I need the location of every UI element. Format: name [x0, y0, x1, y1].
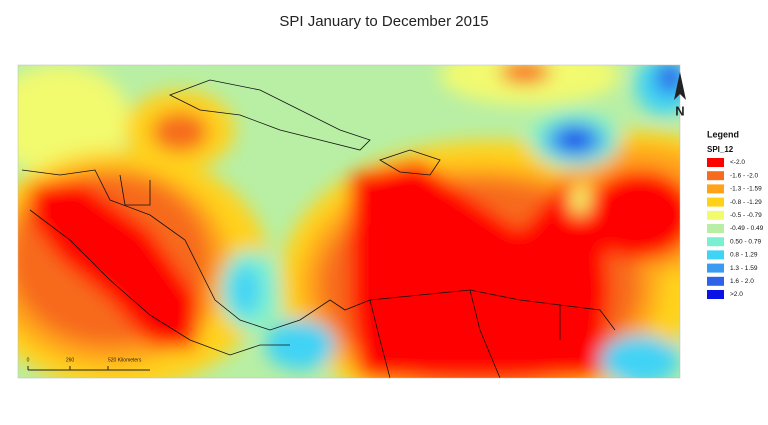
legend-swatch [707, 171, 724, 181]
scale-bar: 0 260 520 Kilometers [27, 357, 150, 371]
legend-label: >2.0 [730, 291, 743, 298]
legend-label: <-2.0 [730, 159, 745, 166]
legend-label: -0.49 - 0.49 [730, 225, 764, 232]
coastlines [21, 79, 616, 378]
zone [152, 112, 208, 152]
north-label: N [675, 103, 684, 118]
zone [230, 265, 260, 315]
zone [585, 170, 680, 260]
legend-label: 1.3 - 1.59 [730, 265, 758, 272]
zone [561, 131, 589, 149]
legend-swatch [707, 237, 724, 247]
legend-swatch [707, 250, 724, 260]
legend-title: Legend [707, 129, 739, 139]
legend-swatch [707, 290, 724, 299]
legend-label: 0.50 - 0.79 [730, 238, 761, 245]
zone [656, 65, 680, 94]
zone [30, 180, 200, 350]
spi-surface [18, 65, 680, 378]
map-title: SPI January to December 2015 [279, 13, 488, 30]
zone [440, 65, 620, 105]
legend-label: -1.3 - -1.59 [730, 186, 762, 193]
legend-swatch [707, 263, 724, 273]
legend-label: -0.5 - -0.79 [730, 212, 762, 219]
north-arrow: N [674, 72, 686, 118]
zone [600, 335, 680, 378]
legend-label: 0.8 - 1.29 [730, 252, 758, 259]
map-frame [17, 64, 681, 379]
legend-label: -0.8 - -1.29 [730, 199, 762, 206]
scale-label: 260 [66, 357, 75, 363]
legend-swatch [707, 276, 724, 286]
zone [570, 185, 590, 215]
legend-label: 1.6 - 2.0 [730, 278, 754, 285]
scale-label: 520 Kilometers [108, 357, 142, 363]
legend: Legend SPI_12 <-2.0 -1.6 - -2.0 -1.3 - -1.… [707, 129, 764, 299]
scale-label: 0 [27, 357, 30, 363]
legend-swatch [707, 184, 724, 194]
legend-swatch [707, 197, 724, 207]
legend-field: SPI_12 [707, 145, 734, 154]
legend-label: -1.6 - -2.0 [730, 172, 759, 179]
zone [350, 160, 610, 378]
zone [18, 65, 130, 175]
legend-swatch [707, 224, 724, 233]
zone [265, 320, 335, 370]
zone [500, 65, 550, 84]
legend-swatch [707, 158, 724, 167]
legend-swatch [707, 210, 724, 220]
